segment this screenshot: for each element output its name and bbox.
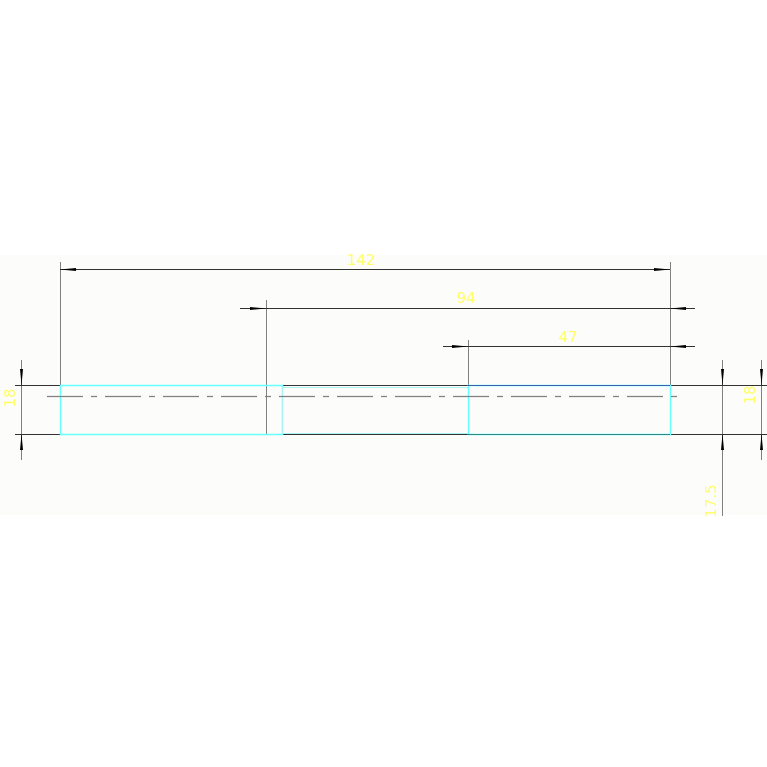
- dimension-17-5: 17.5: [702, 484, 720, 517]
- dimension-47: 47: [558, 328, 577, 346]
- dimension-142: 142: [347, 251, 376, 269]
- part-outline: [15, 384, 767, 436]
- dimension-lines: [20, 268, 763, 450]
- dimension-94: 94: [456, 289, 475, 307]
- dimension-right-18: 18: [741, 385, 759, 404]
- dimension-left-18: 18: [1, 388, 19, 407]
